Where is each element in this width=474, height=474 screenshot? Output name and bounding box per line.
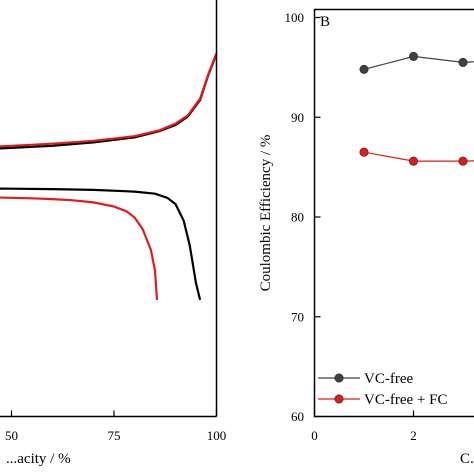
panel-a-x-tick-label: 75 — [108, 428, 121, 443]
panel-b-y-tick-label: 90 — [291, 110, 304, 125]
panel-a-series-1-curve-0 — [0, 52, 218, 148]
panel-b-x-tick-label: 2 — [410, 428, 417, 443]
panel-b-series-1-line — [363, 151, 474, 162]
panel-a-series-1-curve-1 — [0, 196, 159, 300]
panel-b-y-ticks: 60 70 80 90 100 — [285, 10, 321, 424]
legend: VC-free VC-free + FC — [318, 371, 447, 408]
panel-b-y-tick-label: 100 — [285, 10, 305, 25]
panel-a-x-ticks: 50 75 100 — [5, 410, 227, 443]
panel-b-letter: B — [320, 14, 330, 30]
legend-label-1: VC-free + FC — [364, 392, 447, 408]
panel-b-x-axis-title: C... — [460, 451, 474, 467]
panel-b-series-0-point — [359, 64, 369, 74]
panel-a-x-axis-title: ...acity / % — [6, 451, 71, 467]
panel-b-y-tick-label: 80 — [291, 210, 304, 225]
panel-a-plot-area — [0, 52, 218, 301]
panel-a: 50 75 100 ...acity / % — [0, 0, 226, 467]
panel-b-series-0-line — [363, 55, 474, 70]
panel-b-series-1-point — [458, 156, 468, 166]
panel-b-series-0-point — [408, 51, 418, 61]
panel-b-y-axis-title: Coulombic Efficiency / % — [258, 135, 274, 292]
legend-marker-0 — [334, 373, 344, 383]
panel-a-series-0-curve-1 — [0, 187, 202, 301]
panel-b-series-1-point — [359, 147, 369, 157]
legend-item-0: VC-free — [318, 371, 413, 387]
legend-item-1: VC-free + FC — [318, 392, 447, 408]
panel-a-x-tick-label: 100 — [207, 428, 227, 443]
panel-b-frame — [313, 8, 474, 418]
panel-b-series-1-point — [408, 156, 418, 166]
panel-b-x-tick-label: 0 — [311, 428, 318, 443]
legend-label-0: VC-free — [364, 371, 413, 387]
legend-marker-1 — [334, 394, 344, 404]
panel-b-y-tick-label: 60 — [291, 409, 304, 424]
panel-b-y-tick-label: 70 — [291, 309, 304, 324]
panel-b-plot-area — [359, 51, 474, 166]
panel-b-series-0-point — [458, 57, 468, 67]
panel-a-x-tick-label: 50 — [5, 428, 18, 443]
